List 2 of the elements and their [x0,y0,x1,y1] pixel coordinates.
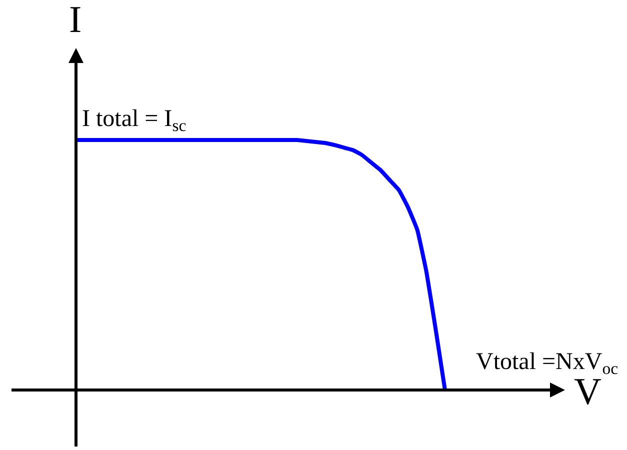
y-axis-title: I [69,0,82,41]
text: I total = I$_{sc}$ [82,106,186,136]
